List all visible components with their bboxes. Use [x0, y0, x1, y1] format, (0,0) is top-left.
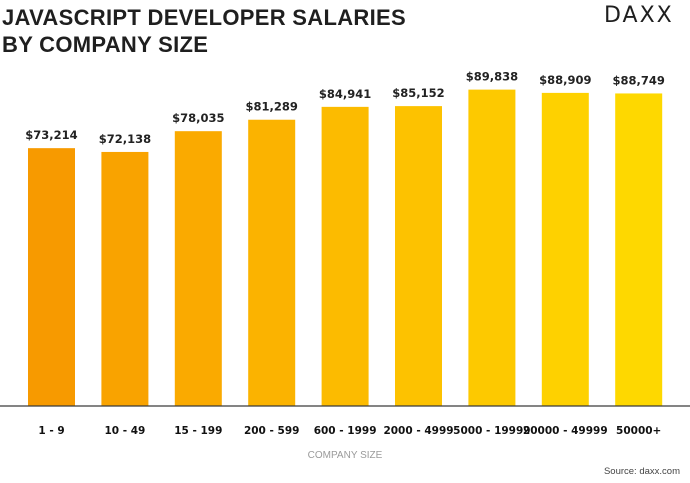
data-label: $78,035: [172, 111, 224, 125]
bar: [395, 106, 442, 406]
source-note: Source: daxx.com: [603, 466, 680, 477]
bars-group: [28, 89, 663, 407]
bar: [101, 151, 149, 406]
category-tick-label: 2000 - 4999: [383, 425, 453, 437]
category-tick-label: 200 - 599: [244, 425, 300, 437]
x-axis-title: COMPANY SIZE: [308, 450, 383, 461]
data-label: $84,941: [319, 87, 371, 101]
bar: [541, 92, 589, 407]
daxx-logo: DAXX: [604, 3, 674, 28]
bar: [174, 131, 222, 406]
value-labels-group: $73,214 $72,138 $78,035 $81,289 $84,941 $85,1…: [25, 70, 665, 146]
bar: [28, 148, 75, 406]
bar: [615, 93, 663, 407]
data-label: $89,838: [466, 70, 518, 84]
data-label: $88,749: [613, 73, 665, 87]
category-tick-label: 20000 - 49999: [523, 425, 608, 437]
category-tick-label: 15 - 199: [174, 425, 222, 437]
category-tick-label: 5000 - 19999: [453, 425, 530, 437]
chart-title: JAVASCRIPT DEVELOPER SALARIES BY COMPANY…: [2, 5, 406, 57]
category-tick-label: 1 - 9: [38, 425, 64, 437]
category-tick-label: 50000+: [616, 425, 661, 437]
logo-text: DAXX: [604, 3, 674, 28]
data-label: $73,214: [25, 128, 77, 142]
category-tick-label: 600 - 1999: [314, 425, 377, 437]
category-tick-label: 10 - 49: [104, 425, 145, 437]
bar: [321, 106, 369, 406]
data-label: $85,152: [392, 86, 444, 100]
category-labels-group: 1 - 9 10 - 49 15 - 199 200 - 599 600 - 1999 2…: [38, 425, 661, 437]
data-label: $81,289: [246, 100, 298, 114]
data-label: $88,909: [539, 73, 591, 87]
bar: [248, 119, 296, 406]
bar: [468, 89, 516, 406]
data-label: $72,138: [99, 132, 151, 146]
